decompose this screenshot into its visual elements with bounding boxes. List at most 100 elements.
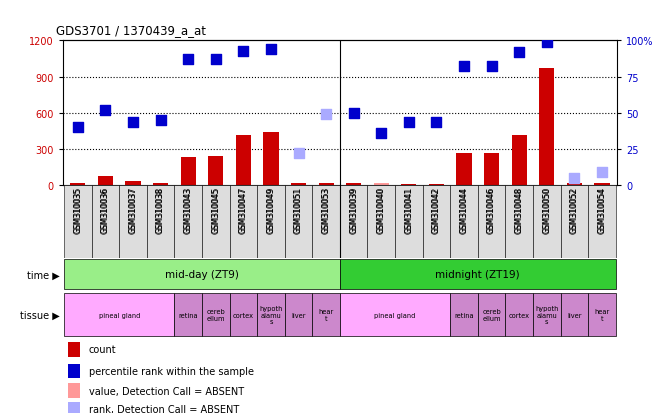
- Text: GSM310044: GSM310044: [459, 188, 469, 234]
- Text: GSM310036: GSM310036: [101, 188, 110, 234]
- Text: GSM310048: GSM310048: [515, 188, 523, 233]
- Text: cereb
ellum: cereb ellum: [207, 309, 225, 321]
- Point: [597, 169, 607, 176]
- Text: GSM310038: GSM310038: [156, 186, 165, 232]
- Text: GSM310038: GSM310038: [156, 188, 165, 233]
- Text: pineal gland: pineal gland: [374, 312, 416, 318]
- Bar: [312, 294, 340, 336]
- Text: GSM310037: GSM310037: [129, 188, 137, 234]
- Bar: [506, 294, 533, 336]
- Text: retina: retina: [178, 312, 198, 318]
- Text: GSM310044: GSM310044: [459, 186, 469, 232]
- Point: [266, 47, 277, 53]
- Point: [541, 39, 552, 46]
- Text: GSM310053: GSM310053: [321, 186, 331, 232]
- Text: GSM310042: GSM310042: [432, 186, 441, 232]
- Bar: [422, 186, 450, 258]
- Bar: [181, 157, 196, 186]
- Text: GSM310047: GSM310047: [239, 188, 248, 234]
- Text: GSM310054: GSM310054: [597, 186, 607, 232]
- Bar: [236, 136, 251, 186]
- Point: [321, 112, 331, 118]
- Text: GSM310042: GSM310042: [432, 188, 441, 233]
- Bar: [340, 294, 450, 336]
- Bar: [319, 184, 334, 186]
- Bar: [153, 184, 168, 186]
- Bar: [174, 186, 202, 258]
- Text: GSM310041: GSM310041: [405, 186, 413, 232]
- Text: hear
t: hear t: [319, 309, 334, 321]
- Text: GSM310040: GSM310040: [377, 188, 386, 234]
- Text: GSM310051: GSM310051: [294, 188, 303, 233]
- Bar: [68, 342, 81, 357]
- Bar: [202, 294, 230, 336]
- Point: [431, 119, 442, 126]
- Bar: [208, 157, 223, 186]
- Bar: [68, 383, 81, 398]
- Text: hypoth
alamu
s: hypoth alamu s: [259, 306, 282, 324]
- Bar: [147, 186, 174, 258]
- Point: [183, 57, 193, 63]
- Bar: [368, 186, 395, 258]
- Bar: [340, 186, 368, 258]
- Bar: [506, 186, 533, 258]
- Point: [73, 125, 83, 131]
- Text: hear
t: hear t: [594, 309, 610, 321]
- Bar: [257, 294, 284, 336]
- Text: cortex: cortex: [233, 312, 254, 318]
- Bar: [533, 186, 560, 258]
- Point: [293, 151, 304, 157]
- Text: GSM310041: GSM310041: [405, 188, 413, 233]
- Text: GSM310040: GSM310040: [377, 186, 386, 232]
- Text: retina: retina: [454, 312, 474, 318]
- Bar: [230, 294, 257, 336]
- Bar: [291, 184, 306, 186]
- Text: GSM310052: GSM310052: [570, 186, 579, 232]
- Text: GSM310051: GSM310051: [294, 186, 303, 232]
- Bar: [98, 177, 113, 186]
- Text: GSM310037: GSM310037: [129, 186, 137, 232]
- Bar: [374, 184, 389, 186]
- Text: GSM310046: GSM310046: [487, 188, 496, 234]
- Bar: [230, 186, 257, 258]
- Bar: [64, 294, 174, 336]
- Bar: [312, 186, 340, 258]
- Bar: [560, 186, 588, 258]
- Text: hypoth
alamu
s: hypoth alamu s: [535, 306, 558, 324]
- Point: [569, 175, 579, 182]
- Text: cereb
ellum: cereb ellum: [482, 309, 501, 321]
- Bar: [68, 364, 81, 378]
- Bar: [257, 186, 284, 258]
- Bar: [484, 154, 499, 186]
- Bar: [64, 260, 340, 290]
- Text: GSM310053: GSM310053: [321, 188, 331, 234]
- Bar: [202, 186, 230, 258]
- Bar: [92, 186, 119, 258]
- Text: GSM310048: GSM310048: [515, 186, 523, 232]
- Point: [376, 131, 387, 137]
- Bar: [560, 294, 588, 336]
- Text: count: count: [88, 344, 116, 354]
- Text: GDS3701 / 1370439_a_at: GDS3701 / 1370439_a_at: [56, 24, 206, 37]
- Text: GSM310035: GSM310035: [73, 188, 82, 234]
- Point: [514, 50, 525, 56]
- Bar: [174, 294, 202, 336]
- Text: time ▶: time ▶: [26, 270, 59, 280]
- Bar: [595, 184, 610, 186]
- Text: GSM310052: GSM310052: [570, 188, 579, 233]
- Bar: [395, 186, 422, 258]
- Text: GSM310050: GSM310050: [543, 188, 551, 234]
- Bar: [588, 186, 616, 258]
- Bar: [68, 402, 81, 413]
- Bar: [284, 294, 312, 336]
- Text: GSM310045: GSM310045: [211, 188, 220, 234]
- Bar: [64, 186, 92, 258]
- Bar: [263, 132, 279, 186]
- Bar: [429, 185, 444, 186]
- Bar: [450, 294, 478, 336]
- Point: [155, 117, 166, 124]
- Text: midnight (ZT19): midnight (ZT19): [436, 270, 520, 280]
- Text: GSM310045: GSM310045: [211, 186, 220, 232]
- Text: GSM310039: GSM310039: [349, 186, 358, 232]
- Bar: [478, 294, 506, 336]
